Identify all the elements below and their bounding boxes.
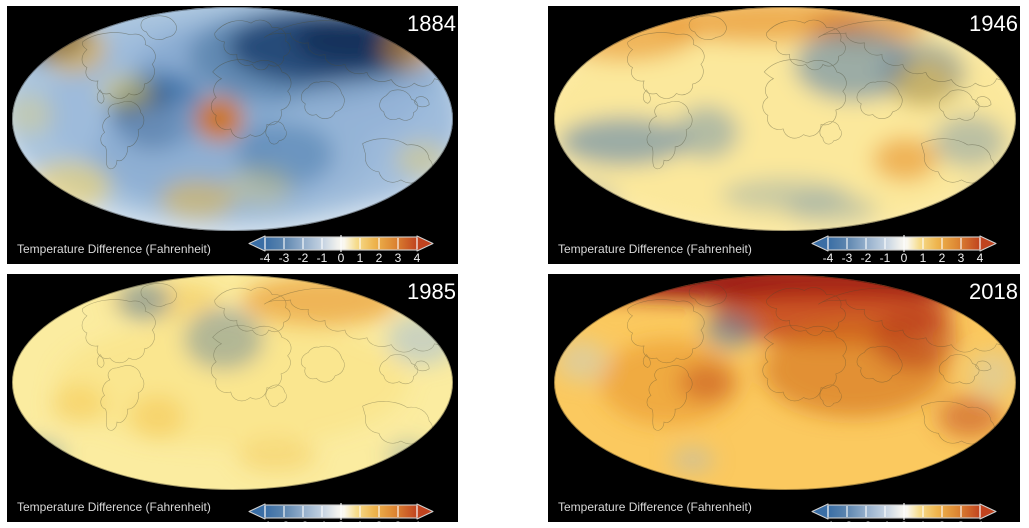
svg-text:-1: -1: [317, 519, 328, 522]
svg-text:0: 0: [338, 251, 345, 264]
svg-text:-1: -1: [880, 251, 891, 264]
svg-text:-4: -4: [823, 519, 834, 522]
svg-text:4: 4: [977, 519, 984, 522]
svg-text:2: 2: [376, 519, 383, 522]
svg-text:-2: -2: [298, 519, 309, 522]
svg-text:-3: -3: [842, 519, 853, 522]
svg-text:4: 4: [414, 519, 421, 522]
svg-text:1: 1: [357, 519, 364, 522]
svg-text:3: 3: [395, 251, 402, 264]
svg-text:2: 2: [376, 251, 383, 264]
svg-text:-2: -2: [861, 251, 872, 264]
svg-text:3: 3: [958, 519, 965, 522]
svg-text:3: 3: [958, 251, 965, 264]
svg-text:-4: -4: [823, 251, 834, 264]
svg-text:1: 1: [920, 519, 927, 522]
svg-text:1: 1: [920, 251, 927, 264]
svg-text:-3: -3: [279, 251, 290, 264]
svg-text:0: 0: [901, 519, 908, 522]
svg-text:-2: -2: [298, 251, 309, 264]
svg-text:1: 1: [357, 251, 364, 264]
svg-text:0: 0: [338, 519, 345, 522]
svg-text:-3: -3: [279, 519, 290, 522]
svg-text:-1: -1: [317, 251, 328, 264]
svg-text:-2: -2: [861, 519, 872, 522]
svg-text:2: 2: [939, 519, 946, 522]
svg-text:4: 4: [977, 251, 984, 264]
svg-text:-3: -3: [842, 251, 853, 264]
svg-text:-1: -1: [880, 519, 891, 522]
svg-text:-4: -4: [260, 519, 271, 522]
svg-text:3: 3: [395, 519, 402, 522]
svg-text:4: 4: [414, 251, 421, 264]
svg-text:-4: -4: [260, 251, 271, 264]
svg-text:0: 0: [901, 251, 908, 264]
svg-text:2: 2: [939, 251, 946, 264]
